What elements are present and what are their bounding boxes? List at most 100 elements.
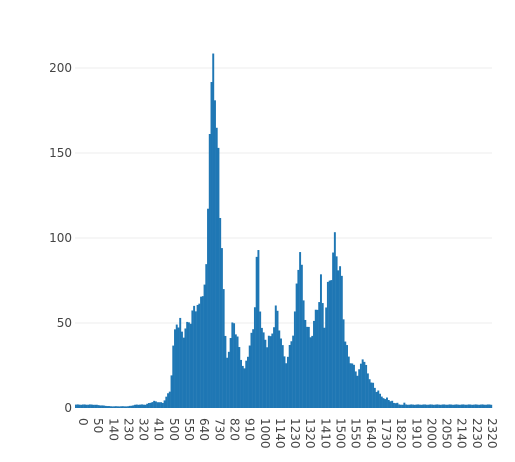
histogram-bar [467,404,470,408]
histogram-bar [417,404,420,408]
histogram-bar [151,402,154,408]
histogram-bar [210,82,213,408]
histogram-bar [245,360,248,408]
histogram-bar [313,320,315,408]
histogram-bar [205,264,208,408]
histogram-bar [83,404,86,408]
histogram-bar [304,319,307,408]
histogram-bar [267,335,270,408]
histogram-bar [479,404,482,408]
histogram-bar [469,404,472,408]
histogram-bar [238,347,241,408]
histogram-bar [306,326,309,408]
histogram-bar [104,405,107,408]
histogram-bar [208,134,211,408]
histogram-bar [412,404,415,408]
histogram-bar [340,275,343,408]
histogram-bar [257,250,260,408]
histogram-bar [429,404,432,408]
histogram-bar [240,359,242,408]
histogram-bar [353,364,355,408]
histogram-bar [125,406,128,408]
x-tick-label: 1230 [288,418,302,449]
histogram-bar [366,373,369,408]
histogram-bar [222,289,225,408]
histogram-bar [81,404,84,408]
histogram-bar [483,404,486,408]
histogram-bar [135,404,138,408]
histogram-bar [207,208,209,408]
histogram-bar [486,404,489,408]
histogram-bar [193,305,196,408]
histogram-bar [328,280,331,408]
histogram-bar [215,127,218,409]
histogram-bar [170,375,173,408]
histogram-bar [299,252,302,408]
y-tick-label: 200 [49,61,72,75]
histogram-bar [465,404,468,408]
histogram-bar [490,404,493,408]
histogram-bar [95,404,98,408]
histogram-bar [156,402,159,408]
histogram-bar [250,332,253,408]
histogram-bar [94,404,97,408]
x-tick-label: 820 [228,418,242,441]
histogram-bar [332,252,335,408]
x-tick-label: 1500 [334,418,348,449]
histogram-bar [278,330,281,408]
x-tick-label: 2000 [424,418,438,449]
x-tick-label: 140 [106,418,120,441]
histogram-bar [189,323,192,408]
histogram-bar [276,310,279,408]
histogram-bar [187,322,190,408]
x-tick-label: 2140 [455,418,469,449]
histogram-bar [325,307,328,408]
histogram-bar [174,329,176,408]
histogram-bar [224,335,227,408]
histogram-bar [346,345,348,408]
histogram-bar [380,396,383,408]
histogram-bar [106,406,109,408]
x-tick-label: 910 [243,418,257,441]
histogram-bar [120,406,123,408]
histogram-bar [147,403,150,408]
histogram-bar [184,328,187,408]
x-tick-label: 730 [212,418,226,441]
histogram-bar [165,396,168,408]
histogram-bar [436,404,439,408]
histogram-bar [255,256,258,408]
histogram-bar [309,337,312,408]
histogram-bar [243,368,246,408]
histogram-bar [142,404,145,408]
histogram-bar [231,322,234,408]
histogram-bar [302,300,305,408]
histogram-bar [236,336,239,408]
histogram-bar [365,364,368,408]
histogram-bar [464,404,467,408]
histogram-bar [363,361,366,408]
histogram-bar [234,334,237,408]
histogram-bar [424,404,427,408]
histogram-bar [453,404,456,408]
histogram-bar [144,404,147,408]
histogram-bar [452,404,454,408]
histogram-bar [158,402,161,408]
histogram-bar [203,284,206,408]
histogram-bar [132,405,135,408]
histogram-bar [121,406,124,408]
histogram-bar [321,303,324,408]
histogram-bar [476,404,479,408]
histogram-bar [377,390,380,408]
histogram-bar [273,327,276,408]
histogram-bar [333,232,336,408]
x-tick-label: 2050 [440,418,454,449]
histogram-bar [368,379,371,408]
histogram-bar [90,404,93,408]
histogram-bar [149,402,152,408]
histogram-bar [252,329,255,408]
histogram-bar [373,387,376,408]
histogram-bar [196,304,199,408]
histogram-bar [247,356,249,408]
histogram-bar [354,371,357,408]
histogram-bar [116,406,119,408]
